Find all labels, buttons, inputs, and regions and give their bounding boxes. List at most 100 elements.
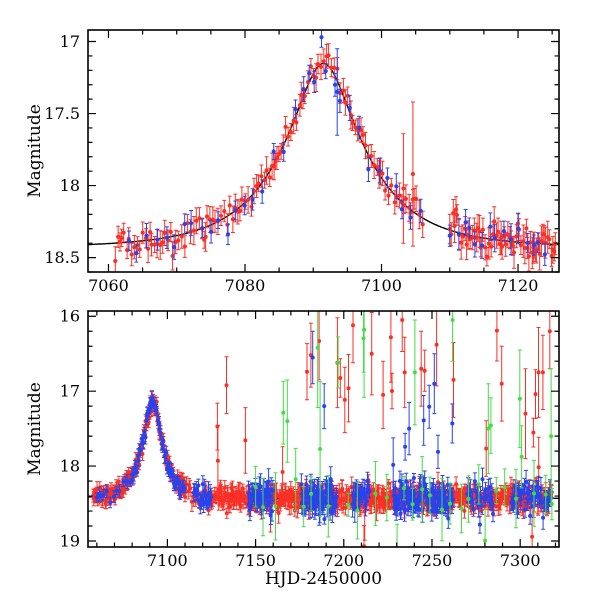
data-point xyxy=(138,448,143,453)
data-point xyxy=(230,489,235,494)
data-point xyxy=(412,370,417,375)
data-point xyxy=(258,484,263,489)
data-point xyxy=(527,489,532,494)
data-point xyxy=(403,507,408,512)
data-point xyxy=(177,480,182,485)
data-point xyxy=(216,218,221,223)
data-point xyxy=(488,423,493,428)
data-point xyxy=(112,494,116,499)
data-point xyxy=(137,247,142,252)
data-point xyxy=(422,368,427,373)
data-point xyxy=(547,237,552,242)
data-point xyxy=(278,503,283,507)
data-point xyxy=(380,171,385,176)
data-point xyxy=(478,494,483,499)
data-point xyxy=(381,492,386,497)
data-point xyxy=(524,226,529,231)
data-point xyxy=(250,486,255,491)
data-point xyxy=(474,235,479,240)
data-point xyxy=(321,59,326,64)
data-point xyxy=(209,495,214,500)
data-point xyxy=(243,438,248,443)
data-point xyxy=(225,232,231,237)
data-point xyxy=(136,458,141,463)
data-point xyxy=(405,486,410,491)
data-point xyxy=(338,376,343,380)
data-point xyxy=(299,482,304,487)
data-point xyxy=(470,498,475,503)
data-point xyxy=(514,496,518,501)
top-panel-ticks xyxy=(88,30,559,273)
data-point xyxy=(312,506,317,511)
data-point xyxy=(240,486,245,491)
data-point xyxy=(363,143,368,148)
data-point xyxy=(224,383,229,388)
data-point xyxy=(525,240,530,245)
data-point xyxy=(494,488,499,493)
data-point xyxy=(547,329,552,334)
data-point xyxy=(319,35,324,40)
data-point xyxy=(485,494,489,499)
data-point xyxy=(191,228,196,233)
data-point xyxy=(479,243,485,248)
data-point xyxy=(467,225,472,230)
data-point xyxy=(538,486,543,491)
data-point xyxy=(549,502,554,506)
data-point xyxy=(200,498,205,503)
data-point xyxy=(378,502,383,507)
data-point xyxy=(491,511,495,516)
data-point xyxy=(285,419,290,424)
data-point xyxy=(516,226,521,231)
data-point xyxy=(346,386,351,391)
data-point xyxy=(215,424,220,429)
data-point xyxy=(201,502,206,507)
data-point xyxy=(538,493,543,498)
data-point xyxy=(526,254,532,259)
data-point xyxy=(471,507,476,512)
data-point xyxy=(293,106,298,112)
data-point xyxy=(182,486,187,491)
data-point xyxy=(335,89,340,94)
data-point xyxy=(160,446,165,451)
data-point xyxy=(418,208,423,213)
data-point xyxy=(393,486,398,491)
data-point xyxy=(317,512,322,517)
data-point xyxy=(510,243,515,248)
data-point xyxy=(237,208,242,213)
data-point xyxy=(501,229,506,234)
data-point xyxy=(293,477,298,482)
y-axis-label: Magnitude xyxy=(25,104,45,198)
data-point xyxy=(454,482,459,487)
data-point xyxy=(350,120,355,126)
data-point xyxy=(488,224,493,229)
data-point xyxy=(270,509,274,514)
data-point xyxy=(443,497,448,502)
data-point xyxy=(381,392,386,397)
data-point xyxy=(388,335,393,340)
data-point xyxy=(536,465,541,470)
data-point xyxy=(288,491,293,496)
data-point xyxy=(315,345,320,350)
data-point xyxy=(513,483,518,488)
data-point xyxy=(276,511,281,516)
data-point xyxy=(238,492,242,497)
data-point xyxy=(144,233,149,238)
data-point xyxy=(463,220,468,225)
data-point xyxy=(517,489,522,493)
data-point xyxy=(178,493,183,497)
data-point xyxy=(421,418,426,423)
data-point xyxy=(261,505,265,510)
data-point xyxy=(150,396,155,401)
data-point xyxy=(146,410,151,415)
y-tick-label: 17 xyxy=(60,382,80,401)
data-point xyxy=(101,492,106,497)
data-point xyxy=(220,501,225,506)
data-point xyxy=(530,534,535,539)
data-point xyxy=(357,125,362,130)
data-point xyxy=(318,447,323,451)
data-point xyxy=(492,219,497,224)
top-panel-frame xyxy=(87,29,560,273)
data-point xyxy=(422,481,427,486)
data-point xyxy=(196,483,201,488)
data-point xyxy=(268,494,273,499)
